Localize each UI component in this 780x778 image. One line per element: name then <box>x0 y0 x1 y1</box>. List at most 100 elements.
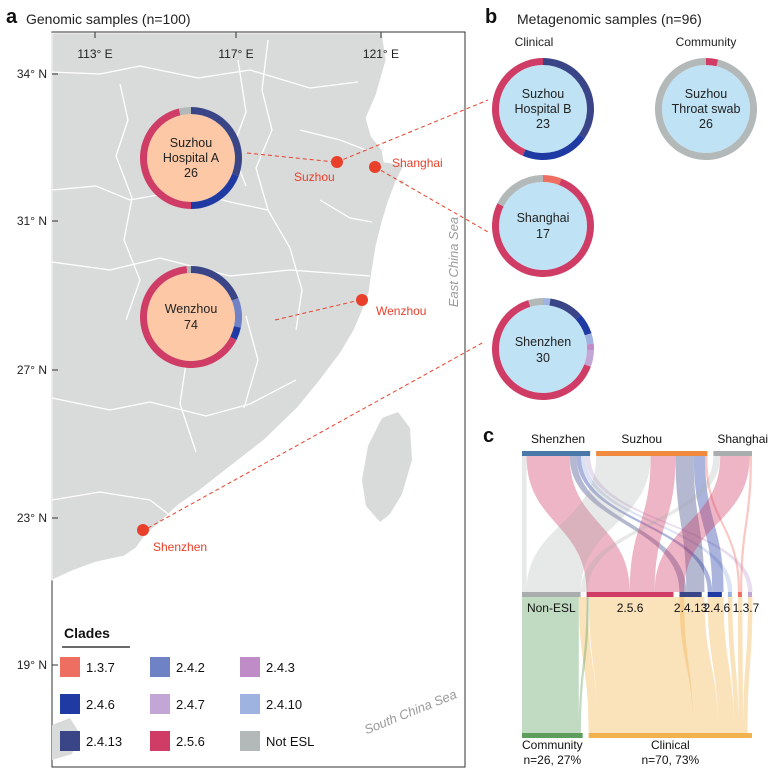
sankey-flow <box>588 597 694 733</box>
legend-swatch <box>150 731 170 751</box>
sankey-label-top: Suzhou <box>621 432 662 446</box>
donut-label-line2: Throat swab <box>672 102 741 116</box>
sankey-flow <box>585 456 753 592</box>
sankey-flow <box>569 456 687 592</box>
legend-item: 2.4.3 <box>240 657 295 677</box>
sankey-node-top <box>713 451 752 456</box>
donut-label-line2: Hospital B <box>515 102 572 116</box>
column-label-clinical: Clinical <box>515 35 554 49</box>
legend-label: 2.5.6 <box>176 734 205 749</box>
sankey-label-bottom-sub: n=26, 27% <box>523 753 581 767</box>
map-frame: 113° E 117° E 121° E 34° N 31° N 27° N 2… <box>17 31 466 768</box>
legend-title: Clades <box>64 625 110 641</box>
donut-label-line2: Hospital A <box>163 151 220 165</box>
legend-item: Not ESL <box>240 731 314 751</box>
lon-tick-label: 117° E <box>218 47 253 61</box>
donut-shenzhen: Shenzhen 30 <box>492 298 595 401</box>
legend-item: 2.5.6 <box>150 731 205 751</box>
lon-tick-label: 121° E <box>363 47 399 61</box>
donut-segment <box>522 134 585 161</box>
sankey-node-top <box>596 451 708 456</box>
legend-item: 2.4.7 <box>150 694 205 714</box>
sankey-flow <box>526 456 630 592</box>
sankey-label-mid: 2.4.13 <box>674 601 708 615</box>
sankey-label-bottom-sub: n=70, 73% <box>641 753 699 767</box>
sankey-flow <box>705 456 741 592</box>
donut-suzhou-hospital-a: Suzhou Hospital A 26 <box>140 107 242 209</box>
legend-label: 2.4.10 <box>266 697 302 712</box>
donut-segment <box>528 298 543 307</box>
sankey-flow <box>578 597 589 733</box>
legend-label: 2.4.2 <box>176 660 205 675</box>
legend-label: 2.4.6 <box>86 697 115 712</box>
city-markers: Suzhou Shanghai Wenzhou Shenzhen <box>137 156 443 554</box>
donut-segment <box>140 108 191 209</box>
legend-swatch <box>150 694 170 714</box>
sankey-flow <box>707 597 734 733</box>
sankey-flow <box>654 456 750 592</box>
donut-label-line1: Shenzhen <box>515 335 571 349</box>
donut-segment <box>191 266 239 301</box>
legend-swatch <box>240 731 260 751</box>
city-label-suzhou: Suzhou <box>294 170 335 184</box>
sankey-node-top <box>522 451 591 456</box>
panel-c-letter: c <box>483 425 494 447</box>
legend-item: 2.4.10 <box>240 694 302 714</box>
lat-tick-label: 34° N <box>17 67 47 81</box>
lat-tick-label: 31° N <box>17 214 47 228</box>
legend-label: Not ESL <box>266 734 314 749</box>
donut-segment <box>575 314 592 336</box>
sankey-flow <box>576 456 713 592</box>
legend-swatch <box>60 694 80 714</box>
sankey-flow <box>740 456 752 592</box>
donut-segment <box>706 58 719 67</box>
legend-label: 2.4.7 <box>176 697 205 712</box>
donut-segment <box>549 298 581 320</box>
donut-segment <box>178 107 191 116</box>
donut-count: 26 <box>699 117 713 131</box>
sankey-label-mid: 2.4.6 <box>703 601 730 615</box>
sankey-flow <box>743 597 753 733</box>
donut-segment <box>543 175 562 185</box>
donut-segment <box>584 349 594 367</box>
sankey-node-bottom <box>588 733 752 738</box>
donut-segment <box>230 326 241 340</box>
donut-label-line1: Shanghai <box>517 211 570 225</box>
donut-segment <box>186 266 191 274</box>
sankey-node-mid <box>707 592 722 597</box>
legend-swatch <box>60 657 80 677</box>
sankey-node-mid <box>522 592 581 597</box>
city-label-shenzhen: Shenzhen <box>153 540 207 554</box>
sankey-label-bottom: Clinical <box>651 738 690 752</box>
sankey-flow <box>679 597 719 733</box>
lat-tick-label: 27° N <box>17 363 47 377</box>
panel-a-title: Genomic samples (n=100) <box>26 11 191 27</box>
sankey-flow <box>578 597 598 733</box>
panel-a-letter: a <box>6 6 18 28</box>
shenzhen-dot <box>137 524 149 536</box>
sankey-label-mid: 2.5.6 <box>617 601 644 615</box>
donut-suzhou-hospital-b: Suzhou Hospital B 23 <box>492 58 594 161</box>
donut-count: 17 <box>536 227 550 241</box>
donut-segment <box>586 343 595 351</box>
sankey-diagram: Shenzhen Suzhou Shanghai Non-ESL 2.5.6 2.4.13… <box>522 432 768 767</box>
city-label-wenzhou: Wenzhou <box>376 304 426 318</box>
sankey-flow <box>522 597 579 733</box>
donut-segment <box>543 58 594 139</box>
wenzhou-dot <box>356 294 368 306</box>
donut-count: 23 <box>536 117 550 131</box>
donut-label-line1: Suzhou <box>685 87 727 101</box>
sankey-label-bottom: Community <box>522 738 583 752</box>
shanghai-dot <box>369 161 381 173</box>
taiwan-land <box>362 412 412 522</box>
donut-suzhou-throat-swab: Suzhou Throat swab 26 <box>654 58 758 160</box>
sankey-flow <box>581 456 733 592</box>
province-boundaries <box>51 39 373 521</box>
legend-label: 2.4.13 <box>86 734 122 749</box>
donut-shanghai: Shanghai 17 <box>492 175 594 277</box>
sankey-flow <box>727 597 739 733</box>
lat-ticks <box>52 73 58 666</box>
legend-label: 2.4.3 <box>266 660 295 675</box>
